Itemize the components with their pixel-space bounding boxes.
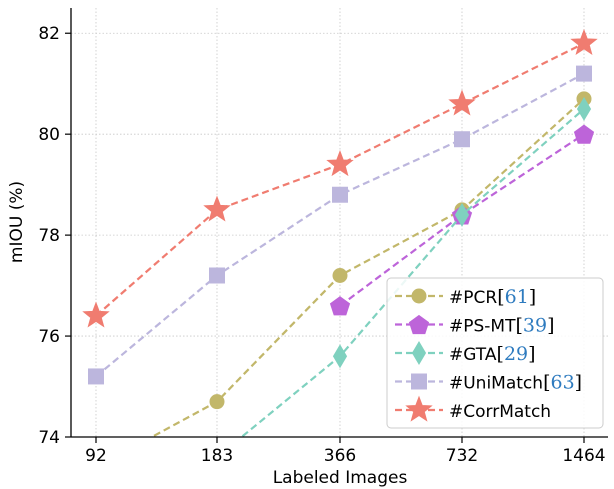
legend-marker — [405, 395, 433, 422]
x-tick-label: 183 — [201, 446, 233, 466]
data-point-ps-mt — [329, 296, 351, 316]
data-point-pcr — [209, 394, 225, 410]
legend-item-unimatch: #UniMatch[63] — [395, 372, 582, 394]
series-layer — [82, 28, 598, 437]
legend-marker — [408, 314, 430, 335]
y-tick-label: 82 — [38, 24, 60, 44]
legend-label: #GTA[29] — [449, 343, 536, 365]
data-point-unimatch — [209, 267, 225, 284]
y-axis-label: mIOU (%) — [7, 181, 27, 263]
legend-item-pcr: #PCR[61] — [395, 286, 536, 308]
series-unimatch — [88, 65, 592, 385]
y-tick-label: 78 — [38, 226, 60, 246]
series-line-gta — [239, 108, 585, 437]
data-point-gta — [332, 344, 348, 369]
series-line-ps-mt — [339, 133, 585, 307]
data-point-corrmatch — [203, 195, 231, 222]
series-line-unimatch — [95, 72, 585, 378]
legend-item-gta: #GTA[29] — [395, 341, 536, 365]
legend-item-corrmatch: #CorrMatch — [395, 395, 551, 422]
series-gta — [239, 96, 592, 437]
legend: #PCR[61] #PS-MT[39] #GTA[29] #UniMatch[63] #… — [386, 277, 604, 429]
data-point-corrmatch — [570, 28, 598, 55]
x-axis-label: Labeled Images — [273, 468, 408, 488]
data-point-corrmatch — [448, 89, 476, 116]
x-tick-label: 366 — [324, 446, 356, 466]
legend-label: #PS-MT[39] — [449, 315, 555, 337]
y-tick-label: 76 — [38, 327, 60, 347]
legend-marker — [411, 373, 427, 390]
legend-item-ps-mt: #PS-MT[39] — [395, 315, 555, 337]
x-tick-label: 732 — [446, 446, 478, 466]
data-point-corrmatch — [82, 301, 110, 328]
legend-marker — [411, 341, 427, 365]
data-point-gta — [454, 202, 470, 227]
data-point-gta — [576, 96, 592, 121]
data-point-unimatch — [454, 131, 470, 148]
data-point-unimatch — [576, 65, 592, 82]
axes — [65, 8, 608, 443]
x-tick-label: 92 — [85, 446, 107, 466]
y-tick-label: 74 — [38, 428, 60, 448]
legend-label: #CorrMatch — [449, 402, 551, 422]
data-point-corrmatch — [326, 150, 354, 177]
legend-label: #PCR[61] — [449, 286, 536, 308]
legend-label: #UniMatch[63] — [449, 372, 582, 394]
data-point-pcr — [332, 267, 348, 283]
data-point-unimatch — [332, 186, 348, 203]
tick-labels: 92 183 366 732 1464 74 76 78 80 82 — [38, 24, 605, 466]
legend-marker — [411, 288, 427, 304]
data-point-unimatch — [88, 368, 104, 385]
x-tick-label: 1464 — [562, 446, 605, 466]
legend-box — [386, 277, 604, 429]
data-point-ps-mt — [573, 124, 595, 144]
series-corrmatch — [82, 28, 598, 328]
y-tick-label: 80 — [38, 125, 60, 145]
